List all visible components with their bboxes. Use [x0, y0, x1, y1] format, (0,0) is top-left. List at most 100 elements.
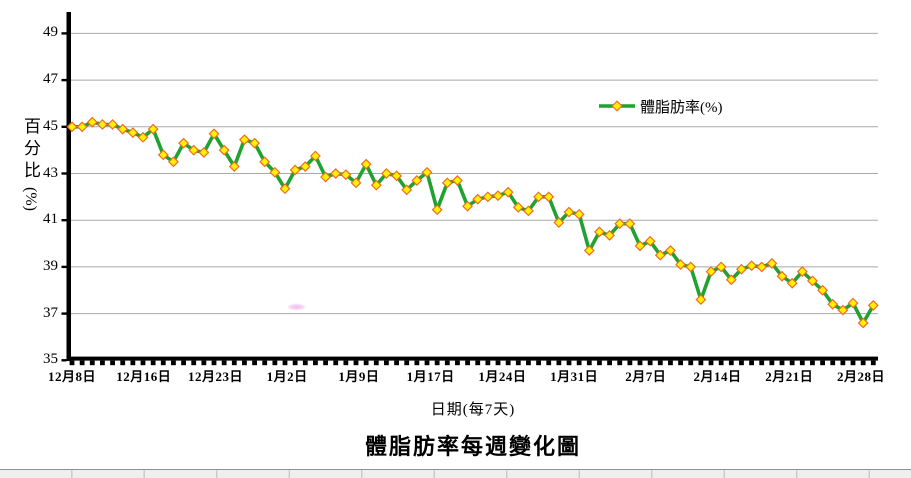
- data-point-marker[interactable]: [675, 259, 687, 271]
- data-point-marker[interactable]: [502, 186, 514, 198]
- data-point-marker[interactable]: [482, 191, 494, 203]
- data-point-marker[interactable]: [299, 161, 311, 172]
- data-point-marker[interactable]: [451, 175, 463, 186]
- data-point-marker[interactable]: [725, 274, 737, 286]
- data-point-marker[interactable]: [583, 245, 595, 257]
- y-axis-label: 35: [43, 351, 58, 368]
- x-axis-label: 12月16日: [116, 369, 172, 384]
- data-point-marker[interactable]: [857, 317, 869, 329]
- data-point-marker[interactable]: [837, 304, 849, 316]
- data-point-marker[interactable]: [756, 261, 768, 273]
- data-point-marker[interactable]: [573, 208, 585, 220]
- data-point-marker[interactable]: [188, 144, 200, 156]
- data-point-marker[interactable]: [137, 131, 149, 143]
- data-point-marker[interactable]: [218, 144, 230, 156]
- data-point-marker[interactable]: [614, 218, 626, 230]
- x-axis-tick: [89, 360, 95, 366]
- data-point-marker[interactable]: [746, 260, 758, 272]
- data-point-marker[interactable]: [350, 177, 362, 189]
- x-axis-tick: [252, 360, 257, 366]
- data-point-marker[interactable]: [441, 177, 453, 189]
- data-point-marker[interactable]: [279, 183, 291, 195]
- data-point-marker[interactable]: [827, 298, 839, 310]
- y-axis-tick: [61, 125, 67, 128]
- data-point-marker[interactable]: [238, 134, 250, 146]
- x-axis-tick: [313, 360, 318, 366]
- data-point-marker[interactable]: [157, 149, 169, 161]
- data-point-marker[interactable]: [593, 226, 605, 238]
- data-point-marker[interactable]: [391, 170, 403, 182]
- data-point-marker[interactable]: [208, 128, 220, 140]
- data-point-marker[interactable]: [796, 266, 808, 278]
- data-point-marker[interactable]: [127, 127, 139, 139]
- data-point-marker[interactable]: [543, 191, 555, 203]
- data-point-marker[interactable]: [431, 204, 443, 216]
- data-point-marker[interactable]: [370, 179, 382, 191]
- y-axis-title-text: 百分比: [21, 117, 40, 183]
- x-axis-tick: [191, 360, 197, 366]
- data-point-marker[interactable]: [735, 263, 747, 275]
- data-point-marker[interactable]: [766, 257, 778, 269]
- data-point-marker[interactable]: [117, 123, 129, 135]
- data-point-marker[interactable]: [360, 158, 372, 170]
- data-point-marker[interactable]: [847, 297, 859, 309]
- data-point-marker[interactable]: [66, 121, 78, 133]
- x-axis-tick: [475, 360, 481, 366]
- data-point-marker[interactable]: [512, 201, 524, 213]
- data-point-marker[interactable]: [705, 266, 717, 278]
- data-point-marker[interactable]: [776, 270, 788, 282]
- data-point-marker[interactable]: [147, 123, 159, 135]
- x-axis-tick: [282, 360, 288, 366]
- data-point-marker[interactable]: [553, 217, 565, 228]
- data-point-marker[interactable]: [786, 277, 798, 289]
- data-point-marker[interactable]: [867, 299, 879, 311]
- x-axis-tick: [678, 360, 683, 366]
- data-point-marker[interactable]: [472, 193, 484, 205]
- data-point-marker[interactable]: [86, 116, 98, 128]
- data-point-marker[interactable]: [76, 121, 88, 133]
- data-point-marker[interactable]: [624, 218, 636, 230]
- data-point-marker[interactable]: [330, 168, 342, 179]
- data-point-marker[interactable]: [178, 137, 190, 149]
- x-axis-tick: [211, 360, 217, 366]
- data-point-marker[interactable]: [421, 166, 433, 178]
- data-point-marker[interactable]: [654, 249, 666, 261]
- data-point-marker[interactable]: [563, 206, 575, 218]
- data-point-marker[interactable]: [533, 191, 545, 203]
- data-point-marker[interactable]: [340, 169, 352, 181]
- data-point-marker[interactable]: [167, 156, 179, 168]
- x-axis-tick: [586, 360, 592, 366]
- data-point-marker[interactable]: [96, 119, 108, 130]
- data-point-marker[interactable]: [522, 205, 534, 217]
- data-point-marker[interactable]: [289, 164, 301, 176]
- data-point-marker[interactable]: [644, 235, 656, 247]
- x-axis-tick: [749, 360, 754, 366]
- data-point-marker[interactable]: [817, 284, 829, 296]
- data-point-marker[interactable]: [715, 261, 727, 273]
- data-point-marker[interactable]: [320, 171, 332, 183]
- data-point-marker[interactable]: [806, 275, 818, 287]
- data-point-marker[interactable]: [228, 161, 240, 172]
- data-point-marker[interactable]: [380, 168, 392, 179]
- data-point-marker[interactable]: [604, 229, 616, 241]
- data-point-marker[interactable]: [664, 245, 676, 257]
- data-point-marker[interactable]: [269, 166, 281, 178]
- data-point-marker[interactable]: [492, 190, 504, 202]
- x-axis-tick: [566, 360, 572, 366]
- x-axis-tick: [465, 360, 470, 366]
- data-point-marker[interactable]: [462, 200, 474, 212]
- data-point-marker[interactable]: [249, 137, 261, 149]
- data-point-marker[interactable]: [695, 294, 707, 306]
- data-point-marker[interactable]: [309, 150, 321, 162]
- data-point-marker[interactable]: [634, 240, 646, 252]
- x-axis-tick: [668, 360, 673, 366]
- legend[interactable]: 體脂肪率(%): [597, 95, 723, 117]
- data-point-marker[interactable]: [401, 184, 413, 196]
- legend-series-swatch: [599, 100, 635, 112]
- data-point-marker[interactable]: [685, 261, 697, 273]
- data-point-marker[interactable]: [107, 119, 119, 130]
- data-point-marker[interactable]: [198, 147, 210, 158]
- x-axis-tick: [171, 360, 176, 366]
- data-point-marker[interactable]: [411, 175, 423, 186]
- data-point-marker[interactable]: [259, 156, 271, 168]
